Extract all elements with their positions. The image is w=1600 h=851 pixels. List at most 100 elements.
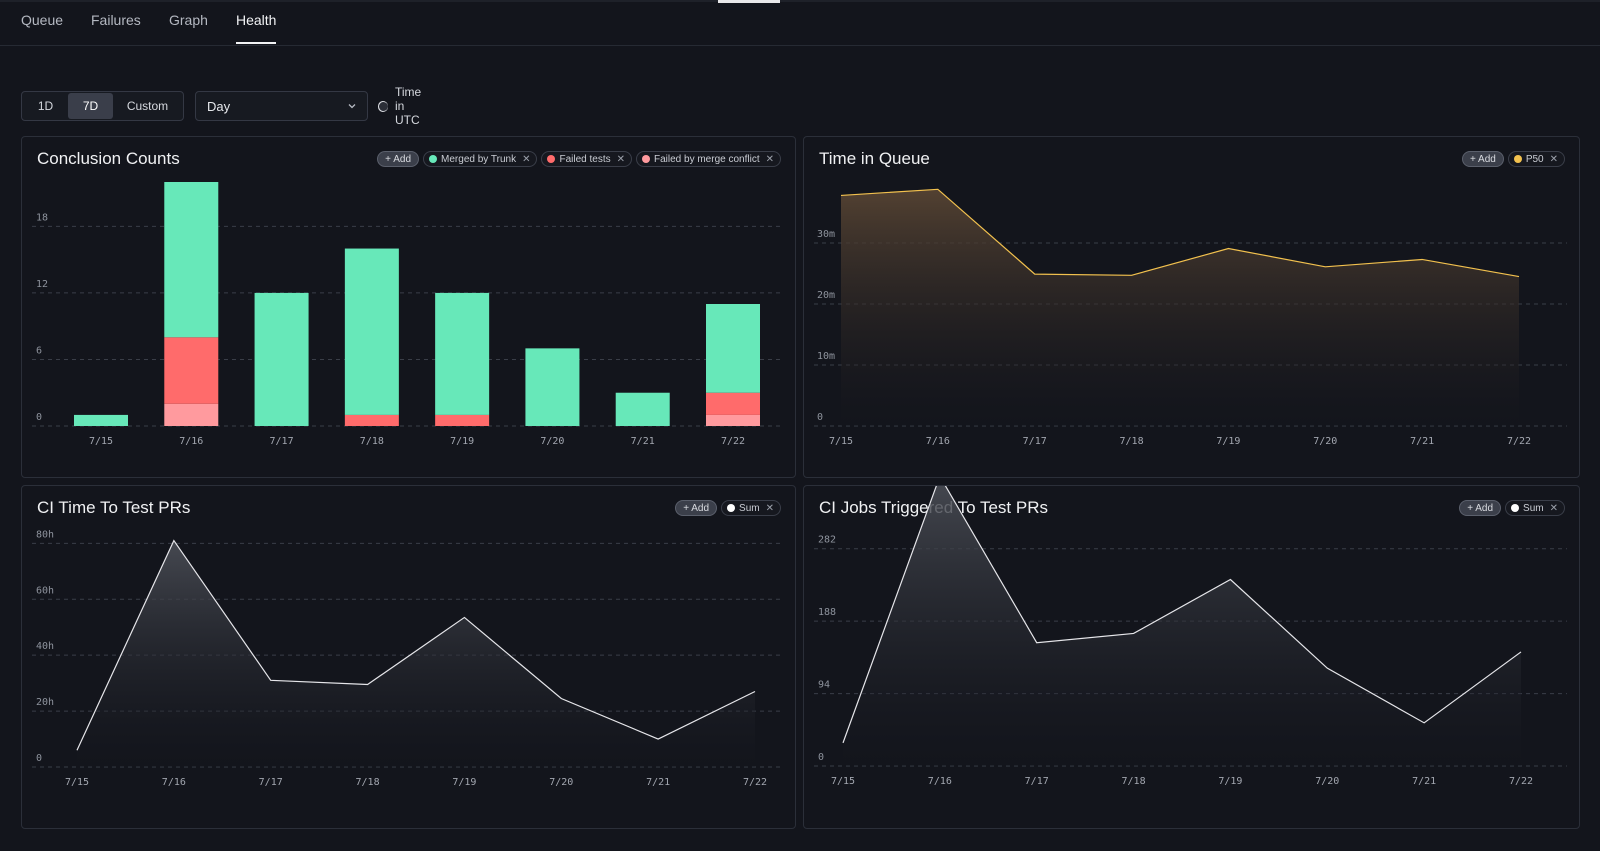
area-fill [843, 486, 1521, 766]
legend-dot [429, 155, 438, 163]
x-tick-label: 7/16 [162, 777, 186, 788]
x-tick-label: 7/18 [356, 777, 380, 788]
utc-toggle-switch[interactable] [378, 100, 388, 112]
tab-graph[interactable]: Graph [169, 12, 208, 28]
range-1d-button[interactable]: 1D [37, 99, 54, 113]
legend-chips: + Add Sum ✕ [1459, 500, 1565, 516]
x-tick-label: 7/21 [646, 777, 670, 788]
bar-segment [706, 392, 760, 415]
x-tick-label: 7/22 [1507, 436, 1531, 447]
ci-jobs-chart: 0 94 188 282 7/15 7/16 7/17 7/18 7/19 7/20 7/21 7/2… [814, 486, 1567, 787]
bar-segment [164, 403, 219, 426]
ci-time-panel: CI Time To Test PRs + Add Sum ✕ 0 20h 40h 6… [21, 485, 796, 829]
tab-failures[interactable]: Failures [91, 12, 141, 28]
area-fill [77, 540, 755, 767]
x-tick-label: 7/22 [1509, 776, 1533, 787]
x-tick-label: 7/20 [540, 436, 564, 447]
y-tick-label: 18 [36, 212, 48, 223]
granularity-value: Day [207, 98, 231, 114]
bar-segment [435, 414, 490, 426]
x-tick-label: 7/18 [360, 436, 384, 447]
y-tick-label: 188 [818, 607, 836, 618]
x-tick-label: 7/22 [743, 777, 767, 788]
y-tick-label: 0 [36, 753, 42, 764]
y-tick-label: 20h [36, 697, 54, 708]
legend-label: Sum [739, 502, 760, 514]
add-metric-button[interactable]: + Add [1461, 151, 1504, 167]
chevron-down-icon [348, 104, 356, 109]
x-tick-label: 7/15 [831, 776, 855, 787]
utc-toggle[interactable]: Time in UTC [378, 85, 430, 127]
area-fill [841, 189, 1519, 426]
x-tick-label: 7/17 [1023, 436, 1047, 447]
range-7d-button[interactable]: 7D [68, 93, 113, 119]
panel-title: Time in Queue [819, 149, 930, 168]
time-in-queue-panel: Time in Queue + Add P50 ✕ 0 10m 20m 30m 7/15… [803, 136, 1580, 478]
close-icon[interactable]: ✕ [765, 153, 774, 165]
panel-title: Conclusion Counts [37, 149, 180, 168]
bar-segment [706, 304, 760, 393]
legend-label: Merged by Trunk [441, 153, 517, 165]
legend-dot [727, 504, 736, 512]
granularity-select[interactable]: Day [195, 91, 368, 121]
legend-chip-sum[interactable]: Sum ✕ [1505, 500, 1565, 516]
y-tick-label: 60h [36, 585, 54, 596]
conclusion-counts-chart: 0 6 12 18 7/15 7/16 7/17 7/18 7/19 7/20 7/21 7/22 [32, 182, 783, 447]
utc-toggle-label: Time in UTC [395, 85, 422, 127]
legend-chips: + Add Sum ✕ [675, 500, 781, 516]
utc-toggle-knob [379, 101, 388, 111]
legend-chips: + Add Merged by Trunk ✕ Failed tests ✕ F… [377, 151, 781, 167]
bar-segment [344, 414, 399, 426]
y-tick-label: 6 [36, 345, 42, 356]
close-icon[interactable]: ✕ [765, 502, 774, 514]
legend-chip-p50[interactable]: P50 ✕ [1507, 151, 1565, 167]
conclusion-counts-panel: Conclusion Counts + Add Merged by Trunk … [21, 136, 796, 478]
close-icon[interactable]: ✕ [522, 153, 531, 165]
x-tick-label: 7/16 [928, 776, 952, 787]
range-custom-button[interactable]: Custom [126, 99, 169, 113]
x-tick-label: 7/19 [1218, 776, 1242, 787]
window-indicator [718, 0, 780, 3]
y-tick-label: 80h [36, 529, 54, 540]
tab-health[interactable]: Health [236, 12, 276, 44]
x-tick-label: 7/22 [721, 436, 745, 447]
x-tick-label: 7/19 [1216, 436, 1240, 447]
x-tick-label: 7/19 [452, 777, 476, 788]
legend-label: P50 [1525, 153, 1544, 165]
close-icon[interactable]: ✕ [1549, 153, 1558, 165]
legend-label: Failed tests [559, 153, 611, 165]
bar-segment [435, 292, 490, 415]
x-tick-label: 7/20 [549, 777, 573, 788]
legend-chip-merge-conflict[interactable]: Failed by merge conflict ✕ [636, 151, 781, 167]
top-tab-bar: Queue Failures Graph Health [0, 0, 1600, 46]
legend-chip-sum[interactable]: Sum ✕ [721, 500, 781, 516]
close-icon[interactable]: ✕ [1549, 502, 1558, 514]
legend-chip-failed-tests[interactable]: Failed tests ✕ [541, 151, 632, 167]
y-tick-label: 30m [817, 229, 835, 240]
add-metric-button[interactable]: + Add [675, 500, 718, 516]
legend-dot [547, 155, 556, 163]
x-tick-label: 7/21 [1410, 436, 1434, 447]
top-border [0, 0, 1600, 3]
x-tick-label: 7/15 [829, 436, 853, 447]
series-line [840, 188, 1520, 278]
add-metric-button[interactable]: + Add [1459, 500, 1502, 516]
x-tick-label: 7/17 [1025, 776, 1049, 787]
y-tick-label: 10m [817, 351, 835, 362]
x-tick-label: 7/17 [270, 436, 294, 447]
time-in-queue-chart: 0 10m 20m 30m 7/15 7/16 7/17 7/18 7/19 7/20 7/21 7/… [814, 188, 1567, 447]
bar-segment [706, 414, 760, 426]
y-tick-label: 40h [36, 641, 54, 652]
close-icon[interactable]: ✕ [616, 153, 625, 165]
ci-jobs-panel: CI Jobs Triggered To Test PRs + Add Sum … [803, 485, 1580, 829]
legend-chips: + Add P50 ✕ [1461, 151, 1565, 167]
legend-label: Sum [1523, 502, 1544, 514]
y-tick-label: 94 [818, 680, 830, 691]
panel-title: CI Time To Test PRs [37, 498, 191, 517]
tab-queue[interactable]: Queue [21, 12, 64, 28]
legend-chip-merged[interactable]: Merged by Trunk ✕ [423, 151, 538, 167]
legend-dot [1511, 504, 1520, 512]
legend-dot [642, 155, 650, 163]
add-metric-button[interactable]: + Add [377, 151, 420, 167]
x-tick-label: 7/21 [631, 436, 655, 447]
